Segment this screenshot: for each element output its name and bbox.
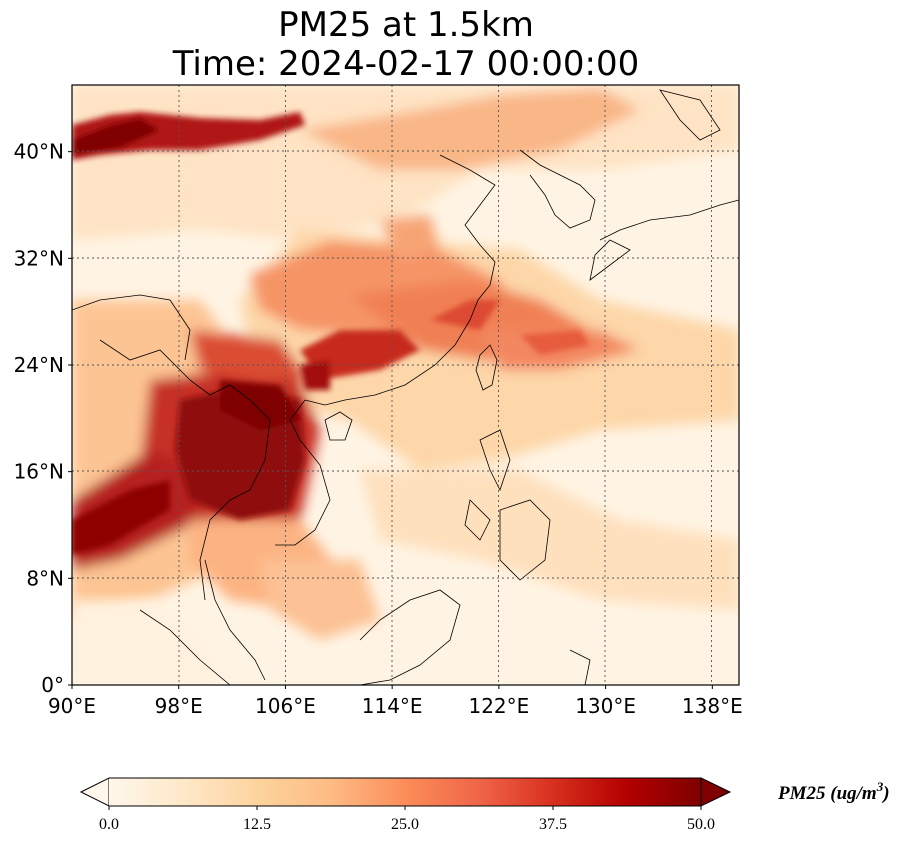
map-title-line1: PM25 at 1.5km [278,5,534,45]
lat-tick-labels: 0° 8°N 16°N 24°N 32°N 40°N [14,140,72,697]
colorbar: 0.0 12.5 25.0 37.5 50.0 PM25 (ug/m3) [79,777,890,833]
colorbar-tick-label: 0.0 [99,816,119,833]
lon-tick-label: 98°E [155,694,203,718]
map-title-line2: Time: 2024-02-17 00:00:00 [172,44,640,84]
lat-tick-label: 16°N [14,460,64,484]
lat-tick-label: 32°N [14,246,64,270]
lon-tick-label: 130°E [575,694,636,718]
colorbar-tick-label: 25.0 [391,816,419,833]
lon-tick-label: 106°E [255,694,316,718]
colorbar-extend-max [700,777,732,807]
lat-tick-label: 24°N [14,353,64,377]
colorbar-extend-min [79,777,110,807]
colorbar-tick-label: 50.0 [687,816,715,833]
colorbar-gradient [109,778,701,806]
map-frame [71,84,740,686]
colorbar-tick-label: 12.5 [243,816,271,833]
lon-tick-label: 138°E [682,694,743,718]
colorbar-title: PM25 (ug/m3) [777,779,890,804]
lat-tick-label: 8°N [26,566,64,590]
colorbar-ticks: 0.0 12.5 25.0 37.5 50.0 [99,806,715,833]
lon-tick-labels: 90°E 98°E 106°E 114°E 122°E 130°E 138°E [48,685,743,718]
colorbar-tick-label: 37.5 [539,816,567,833]
lat-tick-label: 0° [41,673,64,697]
coastlines [72,89,739,685]
lat-tick-label: 40°N [14,140,64,164]
gridlines [72,85,739,685]
lon-tick-label: 90°E [48,694,96,718]
pm25-field [72,85,739,685]
lon-tick-label: 114°E [362,694,423,718]
lon-tick-label: 122°E [468,694,529,718]
